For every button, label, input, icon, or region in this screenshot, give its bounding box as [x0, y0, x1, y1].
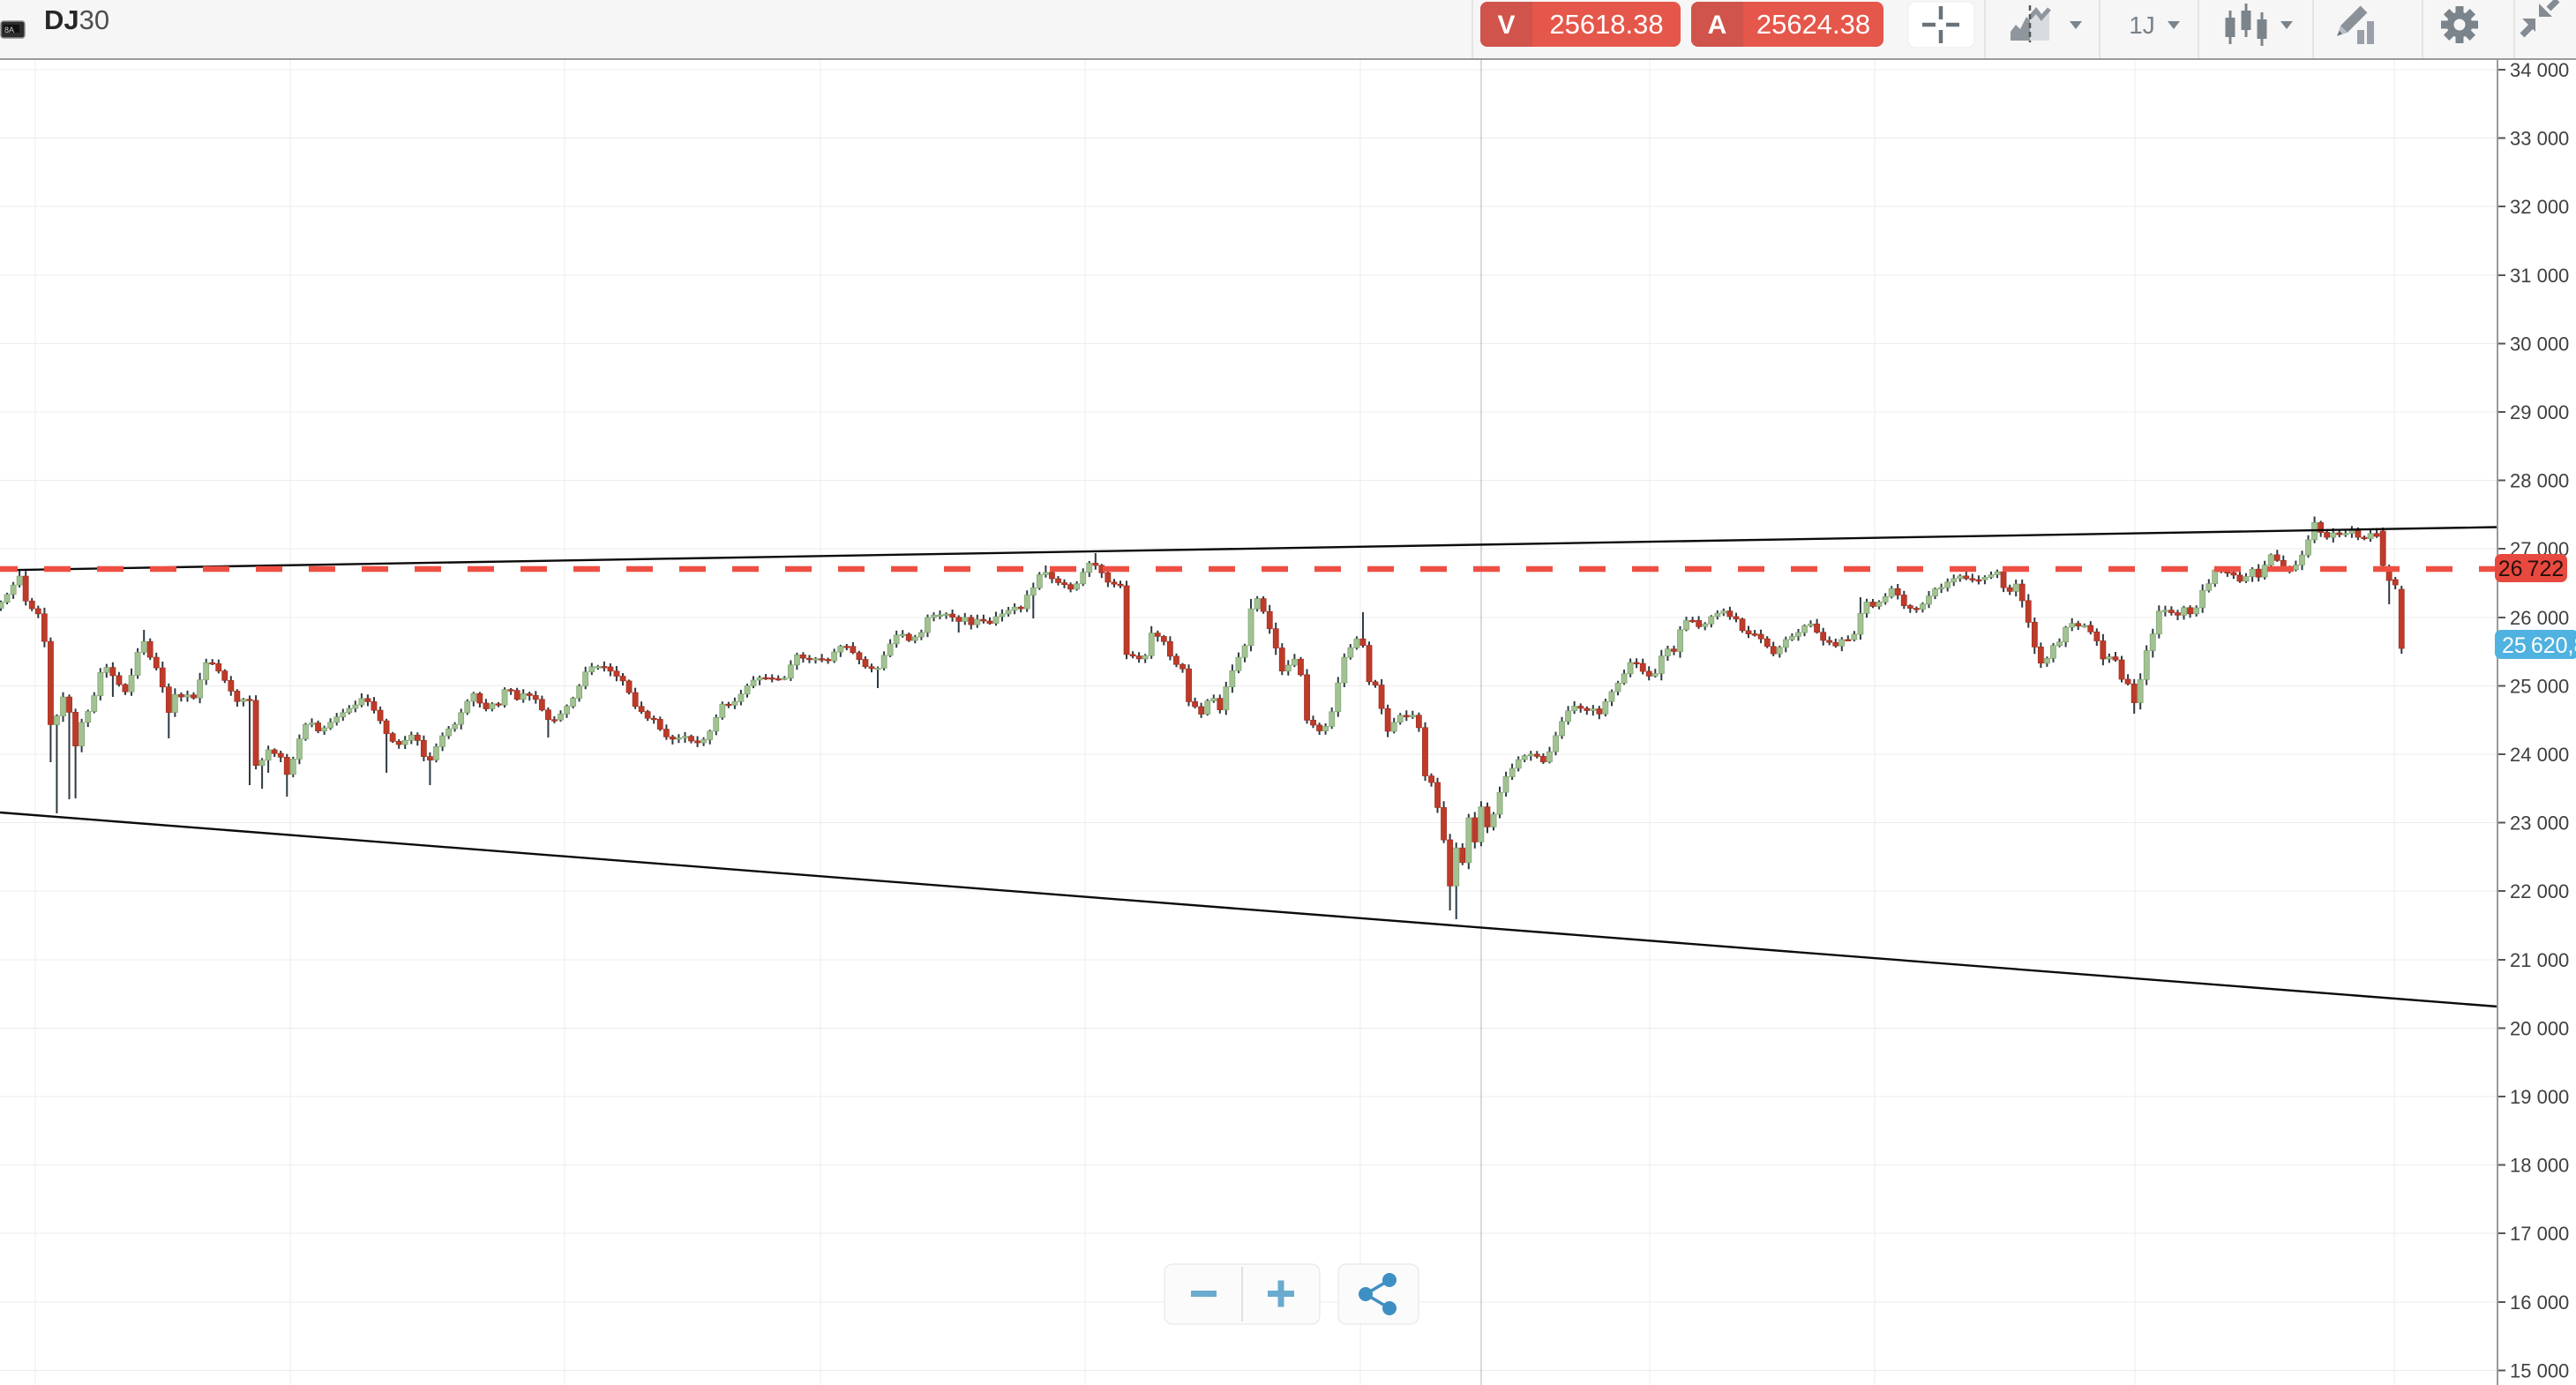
- svg-text:32 000: 32 000: [2510, 196, 2569, 218]
- svg-text:1J: 1J: [2129, 11, 2155, 39]
- svg-text:8A: 8A: [4, 26, 14, 34]
- svg-text:16 000: 16 000: [2510, 1291, 2569, 1314]
- svg-text:18 000: 18 000: [2510, 1155, 2569, 1177]
- svg-text:DJ30: DJ30: [44, 4, 109, 35]
- svg-text:V: V: [1497, 11, 1515, 40]
- svg-text:31 000: 31 000: [2510, 265, 2569, 287]
- svg-text:23 000: 23 000: [2510, 812, 2569, 835]
- svg-text:20 000: 20 000: [2510, 1017, 2569, 1039]
- svg-text:25624.38: 25624.38: [1756, 9, 1870, 40]
- svg-text:A: A: [1708, 11, 1727, 40]
- svg-text:25 000: 25 000: [2510, 675, 2569, 697]
- svg-text:28 000: 28 000: [2510, 470, 2569, 492]
- svg-text:15 000: 15 000: [2510, 1359, 2569, 1381]
- svg-text:22 000: 22 000: [2510, 880, 2569, 902]
- svg-text:29 000: 29 000: [2510, 401, 2569, 423]
- svg-text:25618.38: 25618.38: [1549, 9, 1663, 40]
- svg-text:34 000: 34 000: [2510, 60, 2569, 81]
- svg-text:25 620,8: 25 620,8: [2502, 633, 2576, 658]
- svg-text:30 000: 30 000: [2510, 333, 2569, 355]
- svg-text:17 000: 17 000: [2510, 1223, 2569, 1245]
- svg-text:26 722: 26 722: [2498, 557, 2565, 581]
- svg-text:33 000: 33 000: [2510, 128, 2569, 150]
- svg-text:24 000: 24 000: [2510, 744, 2569, 766]
- svg-text:21 000: 21 000: [2510, 949, 2569, 971]
- svg-text:26 000: 26 000: [2510, 607, 2569, 629]
- svg-text:19 000: 19 000: [2510, 1086, 2569, 1108]
